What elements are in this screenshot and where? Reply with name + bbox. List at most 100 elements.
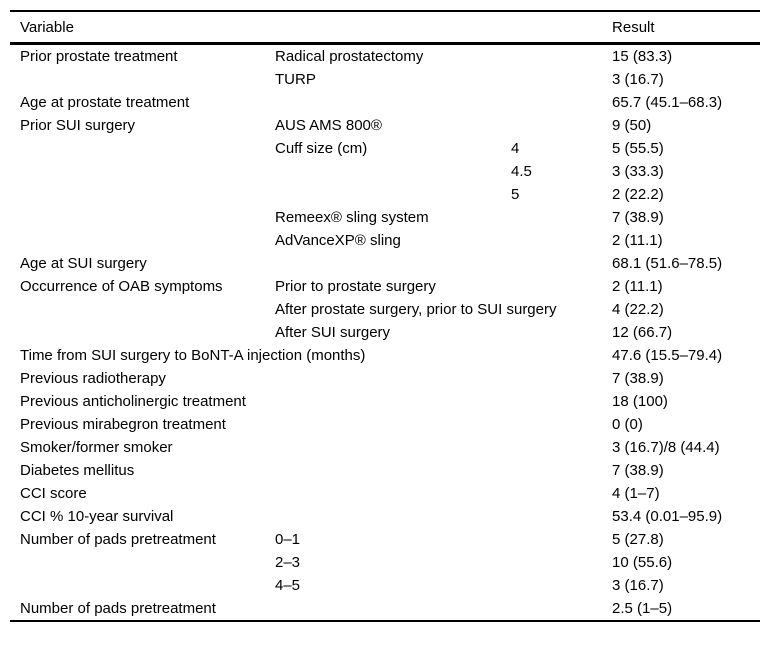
cell-subcategory: AUS AMS 800® [275,117,382,134]
cell-subcategory [275,459,511,482]
cell-result: 15 (83.3) [612,48,673,65]
cell-sublabel [511,551,612,574]
cell-variable [10,321,275,344]
cell-sublabel: 4.5 [511,163,532,180]
cell-variable: Prior prostate treatment [20,48,178,65]
cell-sublabel [511,68,612,91]
cell-variable [10,229,275,252]
cell-result: 68.1 (51.6–78.5) [612,255,723,272]
cell-variable: Age at prostate treatment [20,94,190,111]
cell-subcategory: TURP [275,71,316,88]
cell-variable [10,68,275,91]
table-row: Previous radiotherapy 7 (38.9) [10,367,760,390]
cell-result: 12 (66.7) [612,324,673,341]
cell-sublabel [511,91,612,114]
cell-variable: Age at SUI surgery [20,255,147,272]
table-row: Time from SUI surgery to BoNT-A injectio… [10,344,760,367]
cell-sublabel [511,114,612,137]
table-header-row: Variable Result [10,11,761,45]
cell-variable [10,183,275,206]
cell-sublabel [511,229,612,252]
cell-subcategory: 0–1 [275,531,301,548]
table-row: Number of pads pretreatment 0–1 5 (27.8) [10,528,760,551]
table-row: After SUI surgery 12 (66.7) [10,321,760,344]
cell-sublabel [511,44,612,69]
table-row: Smoker/former smoker 3 (16.7)/8 (44.4) [10,436,760,459]
cell-result: 65.7 (45.1–68.3) [612,94,723,111]
cell-result: 4 (1–7) [612,485,660,502]
table-body: Prior prostate treatment Radical prostat… [10,44,760,622]
cell-sublabel [511,574,612,597]
cell-sublabel [511,459,612,482]
cell-result: 7 (38.9) [612,209,664,226]
table-row: Age at SUI surgery 68.1 (51.6–78.5) [10,252,760,275]
cell-result: 2 (11.1) [612,232,663,249]
cell-variable: CCI % 10-year survival [20,508,174,525]
cell-variable: CCI score [20,485,87,502]
cell-variable: Previous mirabegron treatment [20,416,226,433]
cell-subcategory: Cuff size (cm) [275,140,368,157]
table-row: 2–3 10 (55.6) [10,551,760,574]
cell-result: 3 (16.7) [612,577,664,594]
cell-sublabel [511,436,612,459]
cell-variable: Diabetes mellitus [20,462,135,479]
cell-sublabel [511,275,612,298]
cell-variable: Previous anticholinergic treatment [20,393,246,410]
table-row: Remeex® sling system 7 (38.9) [10,206,760,229]
cell-subcategory: Radical prostatectomy [275,48,424,65]
cell-subcategory [275,413,511,436]
cell-subcategory: After prostate surgery, prior to SUI sur… [275,301,557,318]
cell-subcategory [275,436,511,459]
cell-result: 47.6 (15.5–79.4) [612,347,723,364]
cell-sublabel: 5 [511,186,520,203]
patient-characteristics-table: Variable Result Prior prostate treatment… [10,10,761,622]
table-row: 5 2 (22.2) [10,183,760,206]
cell-sublabel [511,252,612,275]
table-row: 4.5 3 (33.3) [10,160,760,183]
cell-sublabel [511,413,612,436]
table-row: Age at prostate treatment 65.7 (45.1–68.… [10,91,760,114]
cell-variable [10,137,275,160]
cell-result: 2 (11.1) [612,278,663,295]
table-header-result: Result [612,11,761,45]
cell-subcategory [275,183,511,206]
table-row: After prostate surgery, prior to SUI sur… [10,298,760,321]
cell-variable [10,551,275,574]
cell-sublabel [511,367,612,390]
cell-sublabel [511,597,612,621]
cell-result: 7 (38.9) [612,370,664,387]
cell-variable: Number of pads pretreatment [20,600,216,617]
cell-sublabel [511,528,612,551]
cell-result: 4 (22.2) [612,301,664,318]
table-row: Cuff size (cm) 4 5 (55.5) [10,137,760,160]
cell-result: 10 (55.6) [612,554,673,571]
table-row: Previous anticholinergic treatment 18 (1… [10,390,760,413]
cell-subcategory: 2–3 [275,554,301,571]
cell-result: 5 (55.5) [612,140,664,157]
cell-sublabel [511,390,612,413]
table-row: 4–5 3 (16.7) [10,574,760,597]
cell-variable [10,574,275,597]
table-row: Diabetes mellitus 7 (38.9) [10,459,760,482]
table-row: Occurrence of OAB symptoms Prior to pros… [10,275,760,298]
cell-sublabel [511,321,612,344]
cell-variable: Time from SUI surgery to BoNT-A injectio… [20,347,366,364]
table-row: CCI score 4 (1–7) [10,482,760,505]
cell-variable: Number of pads pretreatment [20,531,216,548]
table-row: Prior prostate treatment Radical prostat… [10,44,760,69]
cell-result: 3 (16.7)/8 (44.4) [612,439,720,456]
cell-subcategory: Prior to prostate surgery [275,278,436,295]
table-row: TURP 3 (16.7) [10,68,760,91]
cell-variable [10,160,275,183]
cell-subcategory: After SUI surgery [275,324,391,341]
cell-sublabel [511,505,612,528]
cell-subcategory [275,160,511,183]
table-row: Number of pads pretreatment 2.5 (1–5) [10,597,760,621]
table-header-variable: Variable [10,11,613,45]
cell-result: 3 (16.7) [612,71,664,88]
cell-result: 5 (27.8) [612,531,664,548]
cell-result: 2.5 (1–5) [612,600,673,617]
cell-subcategory [275,91,511,114]
cell-result: 0 (0) [612,416,643,433]
table-row: Previous mirabegron treatment 0 (0) [10,413,760,436]
